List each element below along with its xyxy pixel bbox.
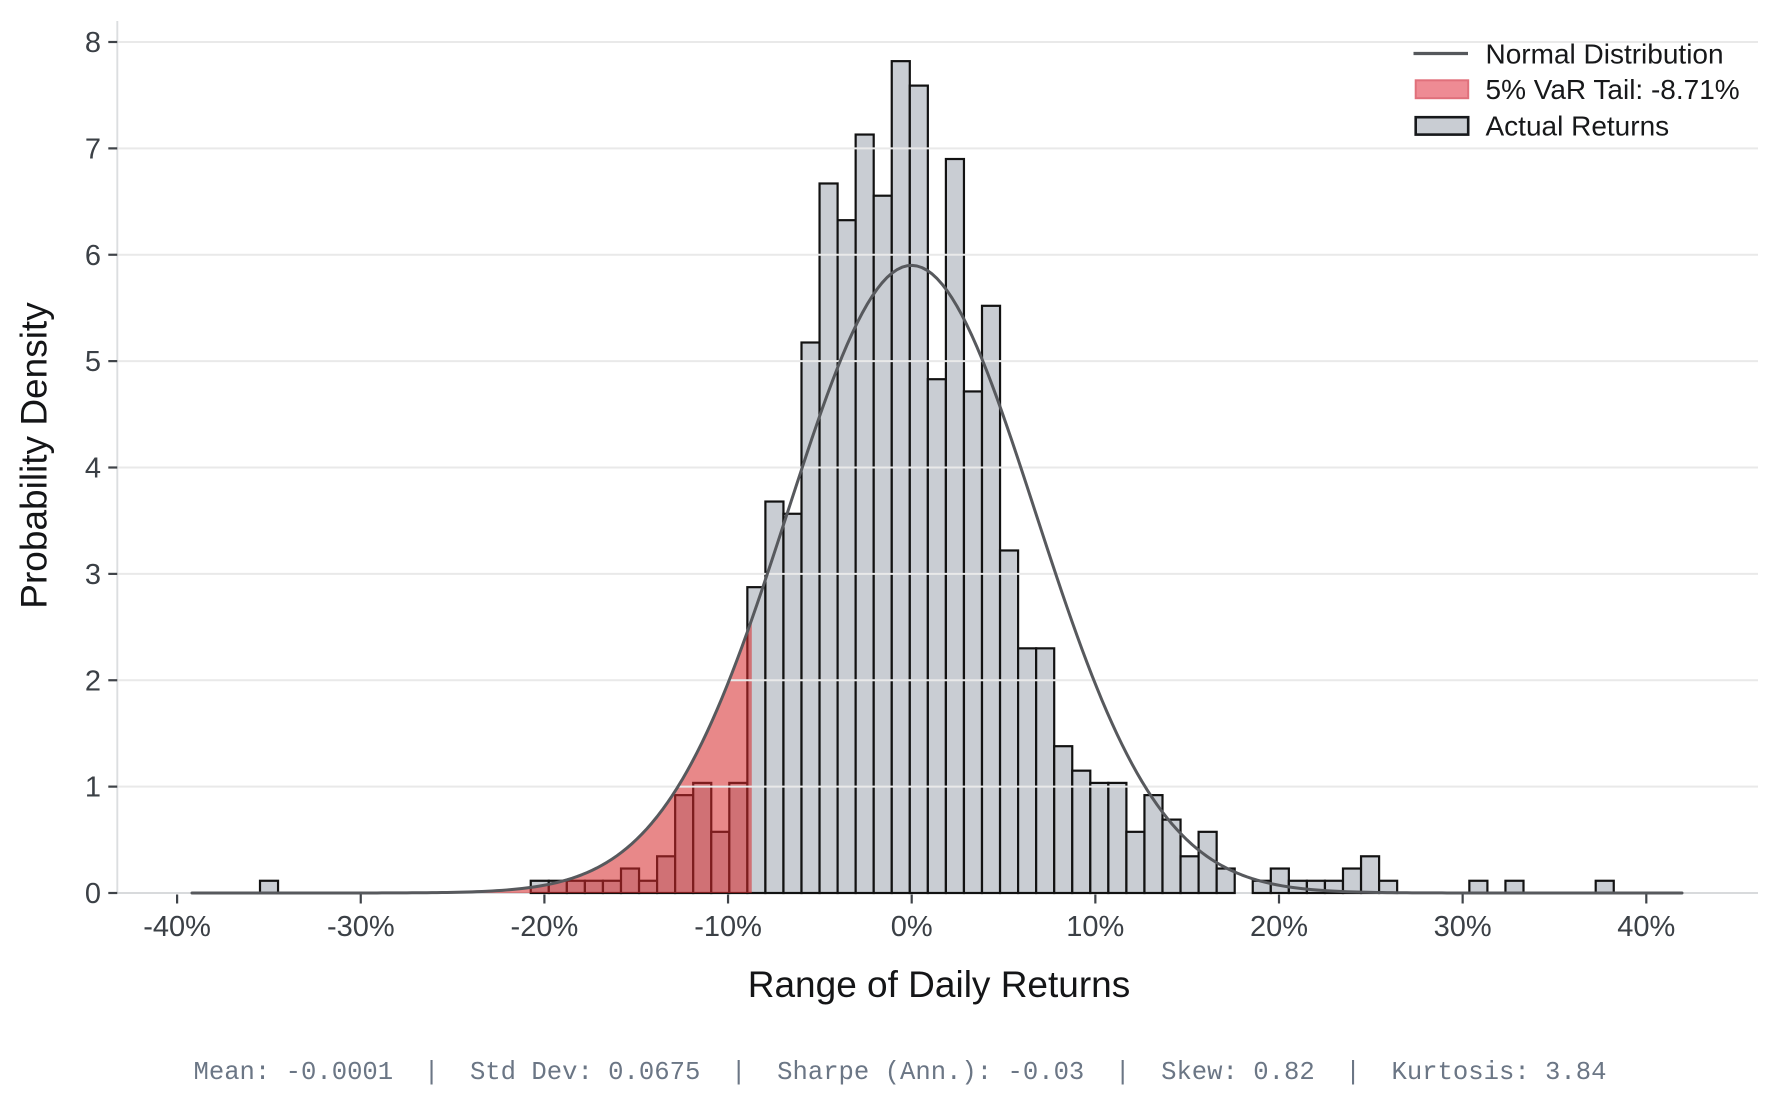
svg-text:5% VaR Tail: -8.71%: 5% VaR Tail: -8.71% — [1486, 74, 1740, 105]
svg-text:Actual Returns: Actual Returns — [1486, 111, 1670, 142]
svg-text:-40%: -40% — [143, 911, 211, 943]
svg-text:7: 7 — [85, 133, 101, 165]
svg-text:2: 2 — [85, 665, 101, 697]
svg-text:3: 3 — [85, 559, 101, 591]
svg-text:Mean: -0.0001 | Std Dev: 0.0: Mean: -0.0001 | Std Dev: 0.0675 | Sharpe… — [193, 1058, 1606, 1087]
svg-text:10%: 10% — [1066, 911, 1124, 943]
svg-text:30%: 30% — [1434, 911, 1492, 943]
svg-text:6: 6 — [85, 240, 101, 272]
svg-text:4: 4 — [85, 453, 101, 485]
svg-text:8: 8 — [85, 27, 101, 59]
svg-text:-30%: -30% — [327, 911, 395, 943]
svg-text:40%: 40% — [1617, 911, 1675, 943]
svg-text:0%: 0% — [891, 911, 933, 943]
svg-text:Probability Density: Probability Density — [14, 302, 55, 609]
svg-text:0: 0 — [85, 878, 101, 910]
svg-text:1: 1 — [85, 772, 101, 804]
svg-text:-20%: -20% — [511, 911, 579, 943]
svg-text:-10%: -10% — [694, 911, 762, 943]
svg-text:Range of Daily Returns: Range of Daily Returns — [748, 964, 1131, 1005]
svg-text:Normal Distribution: Normal Distribution — [1486, 39, 1724, 70]
svg-text:20%: 20% — [1250, 911, 1308, 943]
svg-text:5: 5 — [85, 346, 101, 378]
